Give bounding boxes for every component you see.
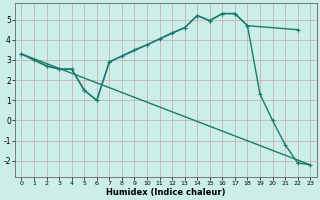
- X-axis label: Humidex (Indice chaleur): Humidex (Indice chaleur): [106, 188, 226, 197]
